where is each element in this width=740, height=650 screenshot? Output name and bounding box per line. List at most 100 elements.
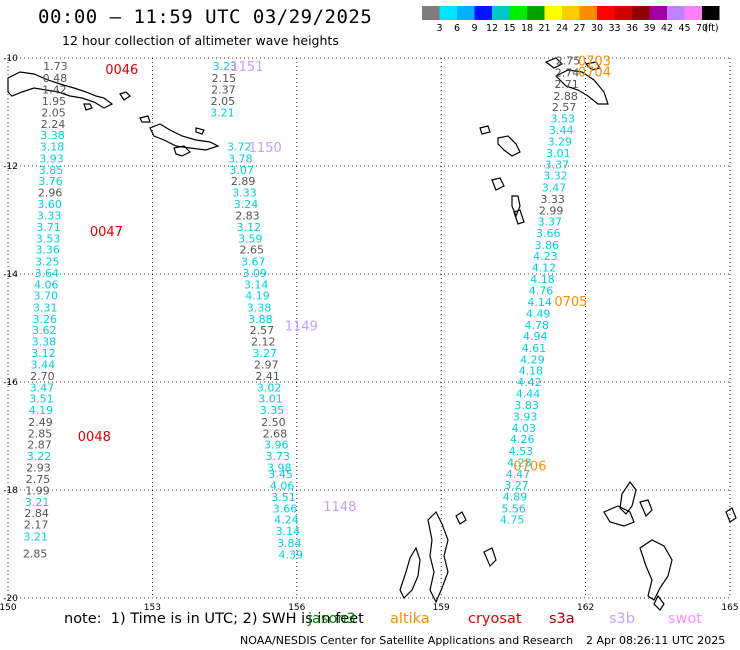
wave-height-value: 2.96 <box>38 186 63 199</box>
wave-height-value: 2.65 <box>240 244 265 257</box>
wave-height-value: 3.93 <box>39 152 64 165</box>
colorbar-tick-label: 45 <box>678 23 690 34</box>
colorbar-swatch <box>509 6 527 20</box>
track-pass-label: 1151 <box>230 60 263 75</box>
colorbar-swatch <box>527 6 545 20</box>
lon-tick-label: 159 <box>433 603 450 613</box>
wave-height-value: 4.47 <box>506 468 531 481</box>
wave-height-value: 4.14 <box>527 296 552 309</box>
lat-tick-label: -16 <box>3 378 18 388</box>
lon-tick-label: 156 <box>288 603 305 613</box>
wave-height-value: 3.66 <box>536 227 561 240</box>
colorbar-swatch <box>667 6 685 20</box>
satellite-legend-altika: altika <box>390 611 430 627</box>
track-pass-label: 0046 <box>105 63 138 78</box>
lon-tick-label: 153 <box>144 603 161 613</box>
map-grid: 150 153 156 159 162 165 -10 -12 -14 -16 -18 -20 <box>0 54 739 613</box>
lon-tick-label: 165 <box>721 603 738 613</box>
wave-height-value: 2.50 <box>261 416 286 429</box>
satellite-legend-cryosat: cryosat <box>468 611 522 627</box>
wave-height-value: 3.12 <box>31 347 56 360</box>
wave-height-value: 2.75 <box>26 473 51 486</box>
colorbar-tick-label: 36 <box>626 23 638 34</box>
wave-height-value: 2.68 <box>263 427 288 440</box>
wave-height-value: 3.60 <box>37 198 62 211</box>
wave-height-value: 3.98 <box>267 461 292 474</box>
track-pass-label: 1150 <box>249 141 282 156</box>
wave-height-value: 2.05 <box>211 95 236 108</box>
wave-height-value: 3.33 <box>540 193 565 206</box>
wave-height-value: 4.18 <box>530 273 555 286</box>
wave-height-value: 4.06 <box>270 480 295 493</box>
colorbar-swatch <box>579 6 597 20</box>
credit-line: NOAA/NESDIS Center for Satellite Applica… <box>240 634 574 647</box>
wave-height-value: 2.97 <box>254 359 279 372</box>
coastline-rennell <box>479 125 521 157</box>
wave-height-value: 3.38 <box>40 129 64 142</box>
wave-height-value: 2.57 <box>250 324 275 337</box>
wave-height-value: 3.67 <box>241 256 266 269</box>
satellite-legend-s3a: s3a <box>549 611 575 627</box>
wave-height-value: 1.42 <box>42 83 67 96</box>
wave-height-value: 4.29 <box>520 353 545 366</box>
wave-height-value: 4.19 <box>29 404 54 417</box>
wave-height-value: 3.27 <box>504 479 528 492</box>
colorbar-tick-label: 42 <box>661 23 673 34</box>
altimeter-tracks: 1.730.481.421.952.052.243.383.183.933.85… <box>23 55 580 562</box>
colorbar-tick-label: 12 <box>486 23 498 34</box>
wave-height-value: 3.12 <box>237 221 262 234</box>
wave-height-value: 4.61 <box>522 342 547 355</box>
wave-height-value: 2.49 <box>28 416 53 429</box>
coastline-lower-reef-3 <box>455 511 497 568</box>
lat-tick-label: -18 <box>3 486 18 496</box>
wave-height-value: 4.53 <box>509 445 534 458</box>
track-pass-label: 1149 <box>285 319 318 334</box>
track-pass-label: 0047 <box>90 225 123 240</box>
wave-height-value: 4.06 <box>34 278 59 291</box>
coastline-reef-1 <box>491 177 521 218</box>
lat-tick-label: -12 <box>3 162 18 172</box>
wave-height-value: 4.19 <box>245 290 270 303</box>
wave-height-value: 3.84 <box>277 537 302 550</box>
coastline-papua <box>7 71 114 109</box>
coastline-lower-reef-2 <box>427 510 449 604</box>
colorbar-tick-label: 24 <box>556 23 568 34</box>
colorbar-tick-label: 15 <box>503 23 515 34</box>
colorbar-swatch <box>597 6 615 20</box>
wave-height-value: 4.44 <box>516 387 541 400</box>
lat-tick-label: -14 <box>3 270 18 280</box>
wave-height-value: 3.47 <box>542 182 567 195</box>
wave-height-value: 4.28 <box>507 456 532 469</box>
wave-height-value: 5.56 <box>501 502 526 515</box>
wave-height-value: 4.94 <box>523 330 548 343</box>
colorbar-tick-label: 9 <box>471 23 477 34</box>
colorbar-swatch <box>614 6 632 20</box>
wave-height-value: 3.14 <box>244 278 269 291</box>
wave-height-value: 3.01 <box>546 147 571 160</box>
track-pass-label: 0706 <box>513 460 546 475</box>
wave-height-value: 2.12 <box>251 336 276 349</box>
wave-height-value: 3.31 <box>33 301 58 314</box>
coastline-right-reef-2 <box>603 505 635 527</box>
colorbar-swatch <box>457 6 475 20</box>
wave-height-value: 3.33 <box>37 210 62 223</box>
wave-height-value: 1.99 <box>25 485 50 498</box>
wave-height-value: 3.59 <box>238 232 263 245</box>
wave-height-value: 2.57 <box>552 101 577 114</box>
wave-height-value: 3.53 <box>550 112 575 125</box>
lon-tick-label: 150 <box>0 603 17 613</box>
wave-height-value: 3.76 <box>38 175 63 188</box>
colorbar-tick-label: 6 <box>454 23 460 34</box>
wave-height-value: 3.72 <box>227 141 252 154</box>
wave-height-value: 3.36 <box>35 244 60 257</box>
wave-height-value: 2.75 <box>556 55 581 68</box>
wave-height-value: 3.86 <box>535 239 560 252</box>
wave-height-value: 4.78 <box>524 319 549 332</box>
wave-height-value: 3.38 <box>247 301 272 314</box>
colorbar-tick-label: 3 <box>436 23 442 34</box>
colorbar-tick-label: 70 <box>696 23 708 34</box>
wave-height-value: 3.62 <box>32 324 57 337</box>
wave-height-value: 3.88 <box>248 313 273 326</box>
